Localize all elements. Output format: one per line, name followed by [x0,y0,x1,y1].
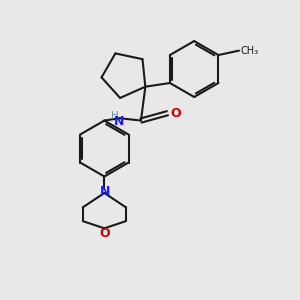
Text: N: N [114,115,124,128]
Text: N: N [100,185,110,198]
Text: CH₃: CH₃ [240,46,258,56]
Text: H: H [111,111,118,121]
Text: O: O [170,107,181,120]
Text: O: O [100,227,110,240]
